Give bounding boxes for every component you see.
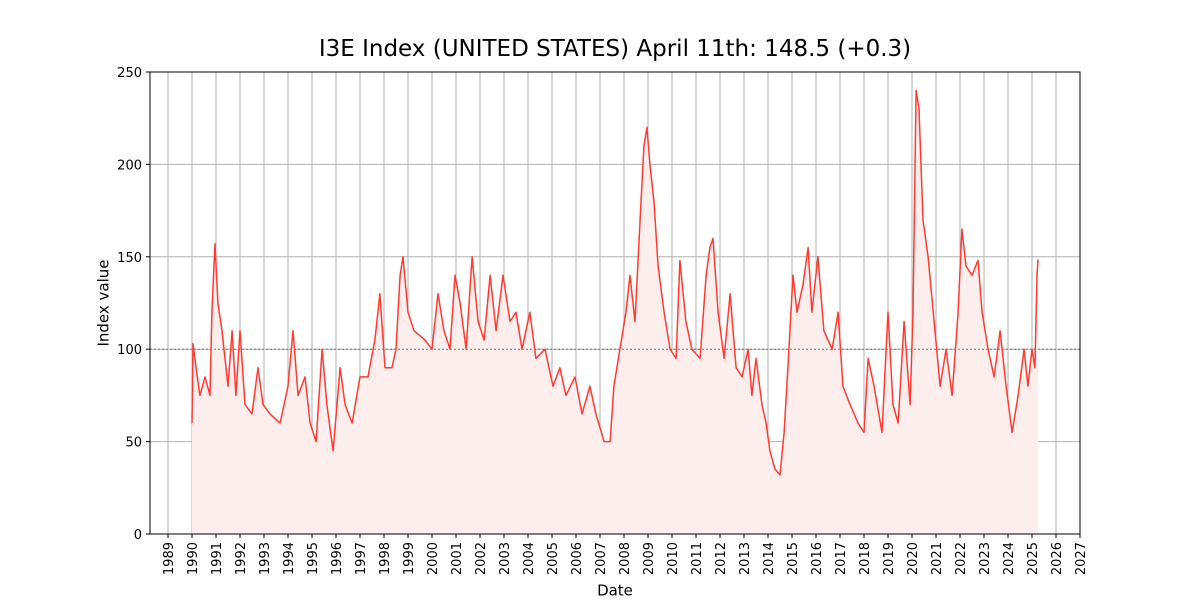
x-tick-label: 2009 — [642, 542, 657, 575]
x-tick-label: 2019 — [882, 542, 897, 575]
x-tick-label: 2003 — [498, 542, 513, 575]
x-tick-label: 2002 — [474, 542, 489, 575]
x-tick-label: 2025 — [1026, 542, 1041, 575]
y-tick-label: 250 — [117, 66, 142, 81]
x-tick-label: 2027 — [1074, 542, 1089, 575]
x-tick-label: 2020 — [906, 542, 921, 575]
y-tick-label: 150 — [117, 251, 142, 266]
area — [192, 90, 1038, 534]
x-tick-label: 2010 — [666, 542, 681, 575]
line — [191, 89, 1039, 476]
x-tick-label: 2018 — [858, 542, 873, 575]
x-tick-label: 1994 — [282, 542, 297, 575]
x-tick-label: 2001 — [450, 542, 465, 575]
x-tick-label: 1992 — [234, 542, 249, 575]
x-tick-label: 2005 — [546, 542, 561, 575]
y-tick-label: 100 — [117, 343, 142, 358]
x-tick-label: 1998 — [378, 542, 393, 575]
plot-frame — [149, 71, 1081, 535]
x-tick-label: 1997 — [354, 542, 369, 575]
x-tick-label: 2021 — [930, 542, 945, 575]
x-tick-label: 1991 — [210, 542, 225, 575]
x-tick-label: 2014 — [762, 542, 777, 575]
y-tick-label: 0 — [134, 528, 142, 543]
x-tick-label: 2008 — [618, 542, 633, 575]
y-axis-label: Index value — [95, 259, 113, 346]
x-tick-label: 1990 — [186, 542, 201, 575]
x-tick-label: 2016 — [810, 542, 825, 575]
x-tick-label: 2013 — [738, 542, 753, 575]
x-tick-label: 1999 — [402, 542, 417, 575]
x-tick-label: 1989 — [162, 542, 177, 575]
x-tick-label: 2006 — [570, 542, 585, 575]
y-tick-label: 200 — [117, 158, 142, 173]
x-tick-label: 2022 — [954, 542, 969, 575]
y-tick-label: 50 — [125, 436, 142, 451]
x-tick-label: 2017 — [834, 542, 849, 575]
x-tick-label: 2000 — [426, 542, 441, 575]
x-tick-label: 2007 — [594, 542, 609, 575]
x-tick-label: 1995 — [306, 542, 321, 575]
x-tick-label: 2015 — [786, 542, 801, 575]
x-tick-label: 2023 — [978, 542, 993, 575]
chart-title: I3E Index (UNITED STATES) April 11th: 14… — [319, 36, 911, 62]
x-tick-label: 2004 — [522, 542, 537, 575]
x-tick-label: 1993 — [258, 542, 273, 575]
x-tick-label: 2026 — [1050, 542, 1065, 575]
x-tick-label: 1996 — [330, 542, 345, 575]
x-tick-label: 2012 — [714, 542, 729, 575]
x-tick-label: 2011 — [690, 542, 705, 575]
x-tick-label: 2024 — [1002, 542, 1017, 575]
x-axis-label: Date — [597, 582, 633, 600]
